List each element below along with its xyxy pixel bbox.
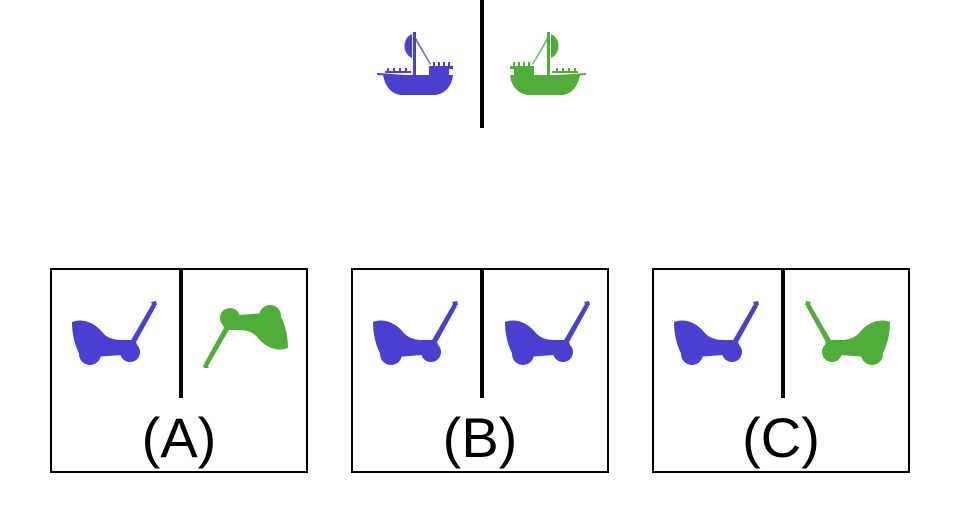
prompt-ship-right bbox=[510, 32, 586, 95]
cart-icon bbox=[72, 301, 157, 365]
option-c-left-image bbox=[674, 301, 759, 365]
option-c-divider bbox=[781, 270, 785, 398]
option-b[interactable]: (B) bbox=[351, 268, 609, 473]
option-c-right-image bbox=[805, 301, 890, 365]
cart-icon bbox=[674, 301, 759, 365]
cart-icon bbox=[203, 305, 288, 368]
option-c-label: (C) bbox=[742, 406, 820, 469]
cart-icon bbox=[373, 301, 458, 365]
cart-icon bbox=[505, 301, 590, 365]
option-a-right-image bbox=[203, 305, 288, 368]
prompt-ship-left bbox=[377, 32, 453, 95]
option-b-divider bbox=[480, 270, 484, 398]
ship-icon bbox=[377, 32, 453, 95]
prompt-divider bbox=[480, 0, 484, 128]
option-a-left-image bbox=[72, 301, 157, 365]
option-b-label: (B) bbox=[442, 406, 518, 469]
option-b-left-image bbox=[373, 301, 458, 365]
option-a-divider bbox=[179, 270, 183, 398]
option-b-right-image bbox=[505, 301, 590, 365]
cart-icon bbox=[805, 301, 890, 365]
option-a[interactable]: (A) bbox=[50, 268, 308, 473]
option-c[interactable]: (C) bbox=[652, 268, 910, 473]
option-a-label: (A) bbox=[141, 406, 217, 469]
ship-icon bbox=[510, 32, 586, 95]
